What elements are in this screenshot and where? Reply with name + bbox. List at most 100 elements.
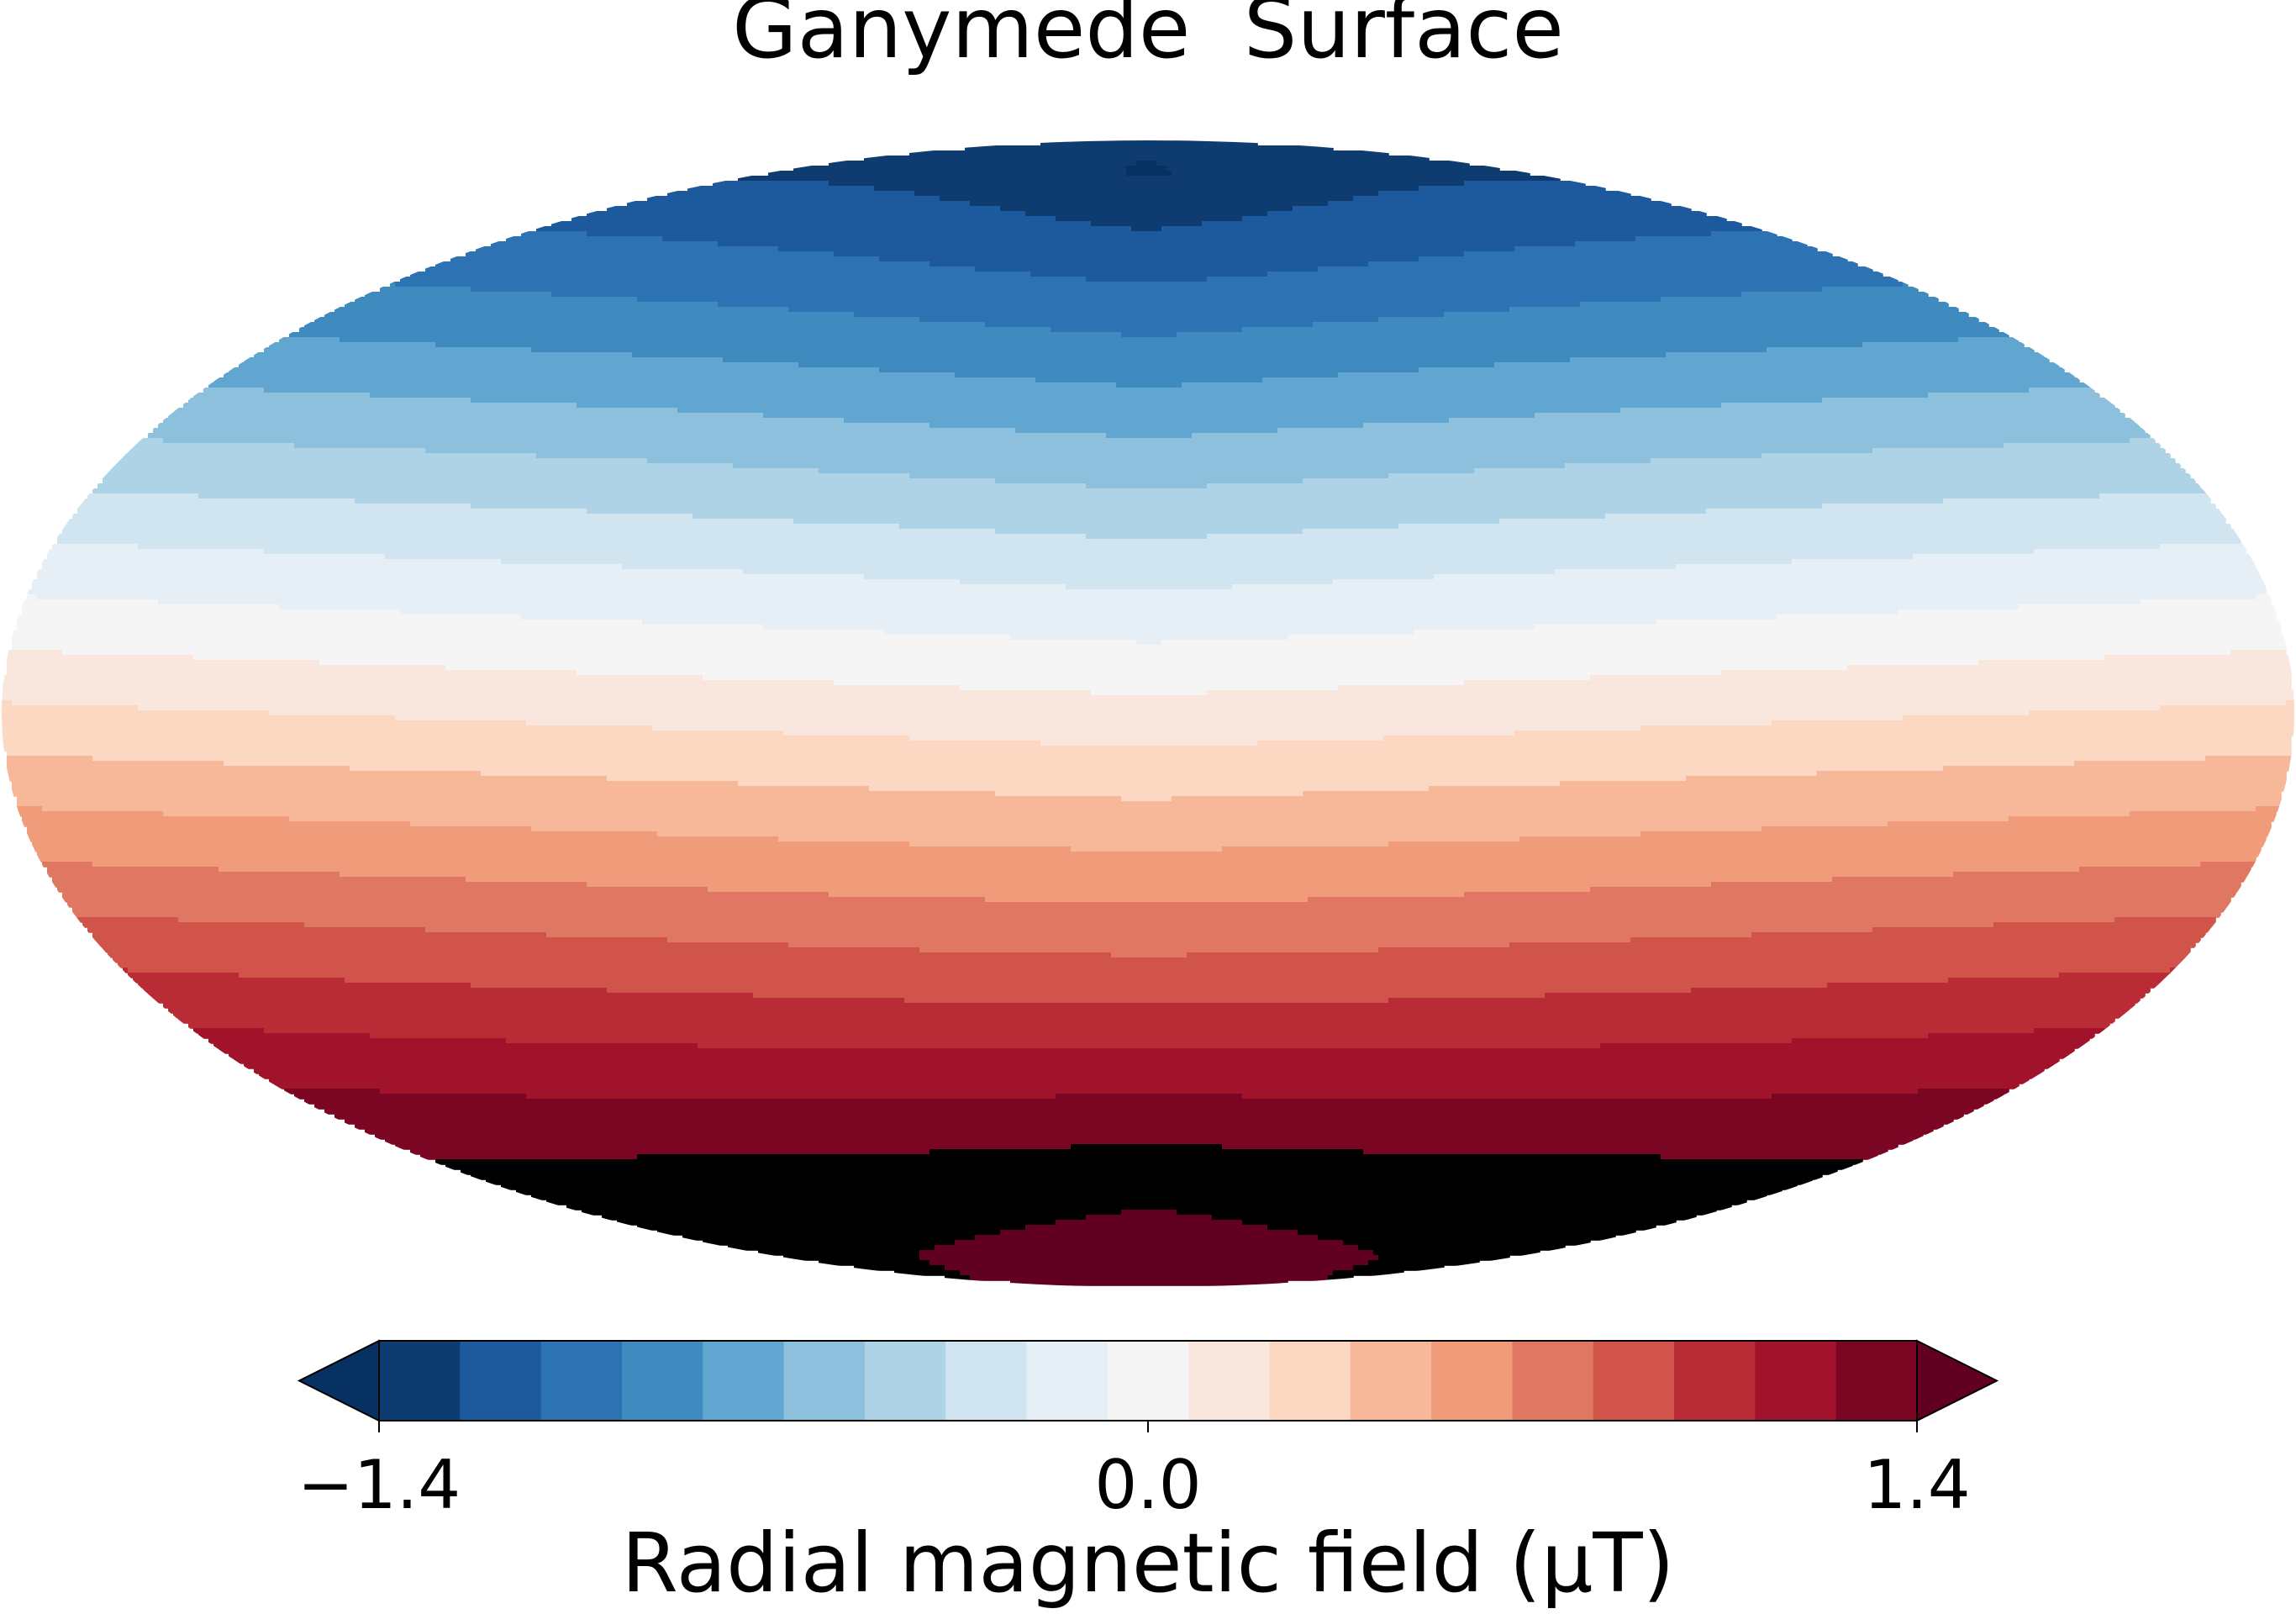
contour-cell	[1318, 1235, 1616, 1241]
contour-cell	[203, 388, 265, 393]
contour-cell	[1156, 161, 1470, 166]
contour-cell	[738, 176, 1561, 182]
contour-cell	[82, 498, 355, 504]
contour-cell	[637, 1154, 1661, 1160]
contour-cell	[264, 388, 2030, 393]
contour-cell	[299, 327, 1051, 333]
contour-cell	[32, 841, 910, 847]
contour-cell	[410, 821, 1888, 827]
contour-cell	[2, 731, 784, 736]
contour-cell	[909, 736, 1384, 741]
contour-cell	[1267, 272, 1883, 277]
contour-cell	[1318, 266, 1873, 272]
contour-cell	[445, 1164, 1853, 1170]
contour-cell	[334, 1114, 1964, 1120]
contour-cell	[1903, 282, 1909, 287]
contour-cell	[1126, 171, 1172, 177]
contour-cell	[829, 892, 1465, 898]
contour-cell	[345, 978, 1949, 984]
contour-cell	[254, 352, 633, 358]
contour-cell	[314, 1104, 1984, 1110]
contour-cell	[57, 887, 708, 893]
contour-cell	[1333, 579, 2267, 585]
contour-cell	[1353, 196, 1651, 202]
contour-cell	[778, 246, 1515, 252]
colorbar: −1.4 0.0 1.4	[297, 1339, 1999, 1524]
contour-cell	[909, 841, 1389, 847]
colorbar-segment	[1107, 1341, 1189, 1421]
contour-cell	[2, 690, 1092, 696]
contour-cell	[461, 1169, 1838, 1175]
contour-cell	[224, 761, 2075, 767]
colorbar-segment	[703, 1341, 785, 1421]
contour-cell	[87, 493, 199, 499]
contour-cell	[1388, 998, 2141, 1004]
contour-cell	[2034, 1028, 2105, 1034]
contour-cell	[718, 302, 1581, 308]
contour-cell	[390, 282, 396, 287]
colorbar-segment	[460, 1341, 542, 1421]
contour-cell	[1121, 1210, 1177, 1216]
contour-cell	[264, 549, 2035, 555]
contour-cell	[960, 579, 1334, 585]
contour-cell	[7, 660, 320, 666]
contour-cell	[763, 625, 1535, 630]
contour-cell	[1111, 952, 1187, 958]
contour-cell	[153, 428, 1016, 434]
contour-cell	[607, 206, 1001, 212]
contour-cell	[1172, 796, 2282, 802]
contour-cell	[7, 665, 446, 671]
contour-cell	[2004, 443, 2161, 449]
contour-cell	[12, 786, 870, 792]
contour-cell	[1514, 246, 1818, 252]
contour-cell	[22, 816, 290, 822]
contour-cell	[12, 630, 885, 636]
contour-cell	[1328, 201, 1672, 207]
contour-cell	[92, 937, 668, 943]
contour-cell	[77, 917, 179, 923]
contour-cell	[87, 927, 426, 933]
contour-cell	[42, 862, 93, 868]
contour-cell	[471, 1174, 1823, 1180]
contour-cell	[1242, 216, 1727, 222]
contour-cell	[2, 736, 910, 741]
contour-cell	[929, 1149, 1364, 1155]
contour-cell	[208, 1038, 507, 1044]
contour-cell	[269, 710, 2030, 716]
contour-cell	[667, 937, 1631, 943]
contour-cell	[123, 453, 537, 459]
contour-cell	[17, 801, 2282, 807]
contour-cell	[2114, 917, 2216, 923]
contour-cell	[2256, 594, 2272, 600]
contour-cell	[1363, 1149, 1888, 1155]
contour-cell	[294, 1094, 527, 1100]
contour-cell	[506, 1038, 1793, 1044]
contour-cell	[1030, 272, 1268, 277]
contour-cell	[1464, 251, 1833, 257]
contour-cell	[158, 599, 2141, 605]
contour-cell	[698, 1043, 1601, 1049]
contour-cell	[2, 746, 2292, 752]
contour-cell	[1711, 231, 1777, 237]
contour-cell	[1207, 534, 2241, 540]
contour-cell	[793, 519, 1500, 525]
contour-cell	[1071, 847, 1223, 852]
contour-cell	[274, 1084, 2020, 1089]
contour-cell	[687, 186, 875, 192]
contour-cell	[219, 1048, 2075, 1054]
contour-cell	[768, 171, 1127, 177]
contour-cell	[879, 256, 1419, 262]
contour-cell	[516, 1189, 1783, 1195]
contour-cell	[819, 468, 1475, 474]
contour-cell	[133, 978, 345, 984]
contour-cell	[2, 715, 396, 721]
contour-cell	[758, 1250, 920, 1256]
contour-cell	[1262, 377, 2080, 383]
contour-cell	[62, 529, 996, 535]
contour-cell	[27, 836, 779, 842]
contour-cell	[92, 488, 2206, 494]
contour-cell	[617, 1220, 1056, 1226]
contour-cell	[108, 468, 819, 474]
contour-cell	[667, 191, 915, 197]
contour-cell	[128, 968, 2171, 973]
